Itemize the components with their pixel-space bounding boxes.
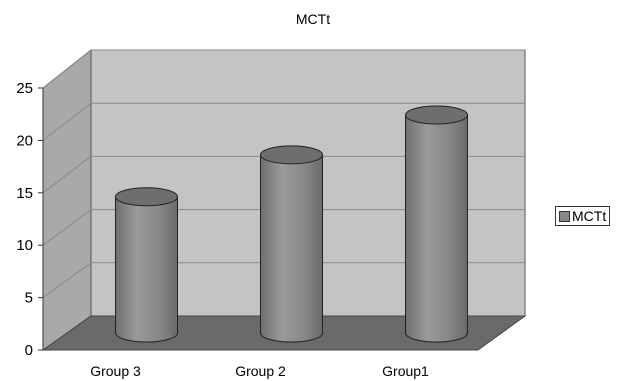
gridline-side: [42, 209, 92, 246]
bar: [260, 145, 323, 343]
bar: [115, 187, 178, 343]
x-category-label: Group 2: [235, 363, 286, 379]
bar: [405, 105, 468, 343]
y-tick-label: 20: [16, 132, 33, 149]
legend-swatch: [559, 210, 570, 222]
bar-body: [260, 154, 323, 343]
y-tick-label: 15: [16, 185, 33, 202]
x-axis-category-labels: Group 3 Group 2 Group1: [90, 363, 429, 379]
bar-body: [405, 114, 468, 343]
gridline-side: [42, 156, 92, 194]
chart-title: MCTt: [296, 11, 330, 27]
chart-bars: [115, 105, 468, 343]
y-axis-tick-labels: 0 5 10 15 20 25: [16, 80, 33, 359]
x-category-label: Group 3: [90, 363, 141, 379]
legend: MCTt: [555, 206, 611, 226]
gridline-side: [42, 49, 92, 89]
x-category-label: Group1: [382, 363, 429, 379]
bar-top: [405, 105, 468, 125]
bar-top: [260, 145, 323, 165]
side-wall: [42, 48, 92, 351]
y-tick-label: 25: [16, 80, 33, 97]
y-tick-label: 0: [25, 342, 33, 359]
bar-top: [115, 187, 178, 207]
bar-body: [115, 196, 178, 343]
y-tick-label: 10: [16, 237, 33, 254]
gridline-side: [42, 102, 92, 141]
y-tick-label: 5: [25, 290, 33, 307]
gridline-side: [42, 262, 92, 299]
legend-label: MCTt: [572, 208, 607, 224]
